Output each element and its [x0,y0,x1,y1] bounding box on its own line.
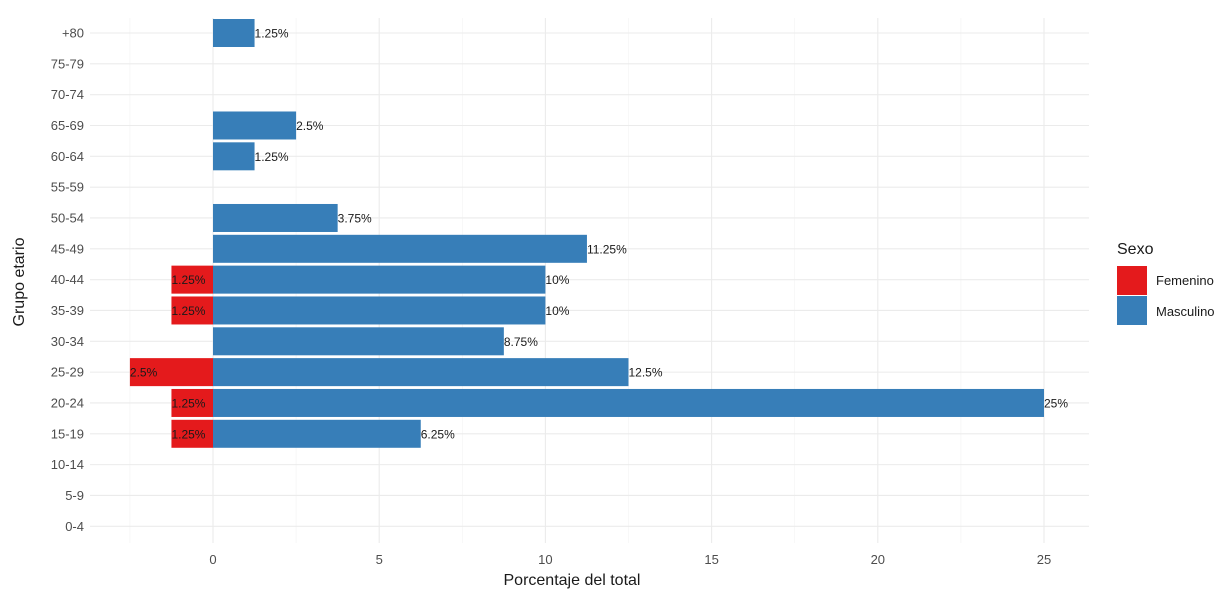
legend-title: Sexo [1117,241,1154,258]
data-label-masculino-35-39: 10% [545,304,569,318]
bar-masculino-40-44 [213,265,546,294]
y-tick-label-5-9: 5-9 [65,488,84,503]
legend-label-masculino: Masculino [1156,304,1215,319]
y-tick-label-+80: +80 [62,26,84,41]
x-tick-label-5: 5 [376,552,383,567]
data-label-masculino-+80: 1.25% [255,27,289,41]
bar-femenino-20-24 [171,388,213,417]
y-tick-label-0-4: 0-4 [65,519,84,534]
y-tick-label-65-69: 65-69 [51,118,84,133]
y-tick-label-35-39: 35-39 [51,303,84,318]
data-label-masculino-50-54: 3.75% [338,211,372,225]
data-label-masculino-45-49: 11.25% [587,242,627,256]
bar-masculino-50-54 [213,203,338,232]
x-tick-label-10: 10 [538,552,552,567]
y-tick-label-20-24: 20-24 [51,395,84,410]
data-label-femenino-15-19: 1.25% [171,427,205,441]
bar-masculino-30-34 [213,327,504,356]
legend-swatch-femenino [1117,266,1147,295]
bar-masculino-65-69 [213,111,297,140]
data-label-femenino-20-24: 1.25% [171,396,205,410]
bar-femenino-25-29 [129,358,213,387]
y-tick-label-45-49: 45-49 [51,241,84,256]
bar-masculino-45-49 [213,234,587,263]
bar-masculino-60-64 [213,142,255,171]
y-tick-label-50-54: 50-54 [51,210,84,225]
x-tick-label-25: 25 [1037,552,1051,567]
y-axis-tick-labels: 0-4 5-9 10-14 15-19 20-24 25-29 30-34 35-39 40-4… [51,26,84,534]
x-axis-tick-labels: 0 5 10 15 20 25 [209,552,1051,567]
bars [129,19,1044,448]
bar-masculino-20-24 [213,388,1044,417]
x-tick-label-0: 0 [209,552,216,567]
y-tick-label-10-14: 10-14 [51,457,84,472]
bar-masculino-+80 [213,19,255,47]
legend-swatch-masculino [1117,296,1147,325]
data-label-masculino-60-64: 1.25% [255,150,289,164]
x-axis-title: Porcentaje del total [504,572,641,589]
data-label-femenino-40-44: 1.25% [171,273,205,287]
y-tick-label-55-59: 55-59 [51,180,84,195]
bar-masculino-15-19 [213,419,421,448]
bar-masculino-35-39 [213,296,546,325]
bar-masculino-25-29 [213,358,629,387]
bar-femenino-40-44 [171,265,213,294]
y-tick-label-25-29: 25-29 [51,365,84,380]
legend: Sexo Femenino Masculino [1117,241,1215,325]
y-tick-label-15-19: 15-19 [51,426,84,441]
y-tick-label-40-44: 40-44 [51,272,84,287]
y-tick-label-75-79: 75-79 [51,56,84,71]
data-label-masculino-40-44: 10% [545,273,569,287]
data-label-masculino-30-34: 8.75% [504,335,538,349]
y-tick-label-30-34: 30-34 [51,334,84,349]
legend-label-femenino: Femenino [1156,273,1214,288]
bar-femenino-35-39 [171,296,213,325]
y-axis-title: Grupo etario [11,237,28,326]
data-label-femenino-25-29: 2.5% [130,366,158,380]
y-tick-label-60-64: 60-64 [51,149,84,164]
data-label-masculino-25-29: 12.5% [629,366,663,380]
data-label-masculino-65-69: 2.5% [296,119,324,133]
bar-labels: 1.25% 1.25% 2.5% 1.25% 1.25% 6.25% 25% 12.5% 8.7… [130,27,1068,442]
data-label-masculino-20-24: 25% [1044,396,1068,410]
data-label-femenino-35-39: 1.25% [171,304,205,318]
x-tick-label-20: 20 [871,552,885,567]
x-tick-label-15: 15 [704,552,718,567]
bar-femenino-15-19 [171,419,213,448]
y-tick-label-70-74: 70-74 [51,87,84,102]
data-label-masculino-15-19: 6.25% [421,427,455,441]
